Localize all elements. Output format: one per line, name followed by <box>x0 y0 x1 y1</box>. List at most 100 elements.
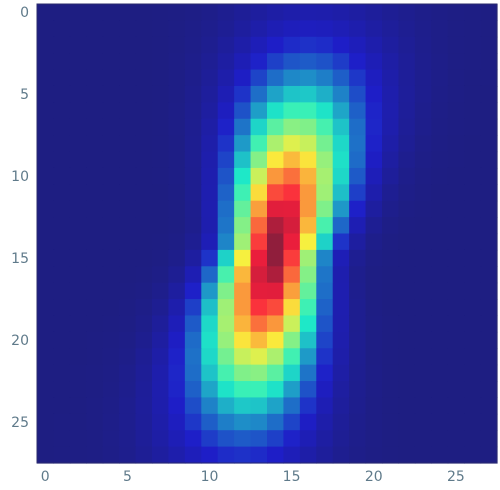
heatmap-cell <box>431 135 449 153</box>
heatmap-cell <box>201 299 219 317</box>
heatmap-cell <box>447 299 465 317</box>
heatmap-cell <box>234 381 252 399</box>
heatmap-cell <box>250 233 268 251</box>
heatmap-cell <box>283 249 301 267</box>
heatmap-cell <box>267 233 285 251</box>
heatmap-cell <box>480 430 498 448</box>
heatmap-cell <box>201 233 219 251</box>
heatmap-cell <box>480 36 498 54</box>
x-tick-label: 25 <box>447 469 465 485</box>
heatmap-cell <box>414 69 432 87</box>
heatmap-cell <box>184 217 202 235</box>
heatmap-cell <box>447 217 465 235</box>
heatmap-cell <box>414 4 432 21</box>
heatmap-cell <box>234 364 252 382</box>
heatmap-cell <box>382 282 400 300</box>
heatmap-cell <box>69 217 87 235</box>
heatmap-cell <box>168 446 186 464</box>
heatmap-cell <box>464 53 482 71</box>
heatmap-cell <box>217 315 235 333</box>
heatmap-cell <box>168 233 186 251</box>
heatmap-cell <box>464 184 482 202</box>
heatmap-cell <box>365 430 383 448</box>
heatmap-cell <box>414 299 432 317</box>
heatmap-cell <box>464 413 482 431</box>
heatmap-cell <box>217 53 235 71</box>
heatmap-cell <box>365 167 383 185</box>
heatmap-cell <box>184 36 202 54</box>
heatmap-cell <box>37 233 55 251</box>
heatmap-cell <box>152 217 170 235</box>
heatmap-cell <box>349 397 367 415</box>
heatmap-cell <box>217 118 235 136</box>
heatmap-cell <box>168 53 186 71</box>
heatmap-cell <box>102 20 120 38</box>
heatmap-cell <box>299 200 317 218</box>
heatmap-cell <box>184 85 202 103</box>
heatmap-cell <box>431 217 449 235</box>
heatmap-cell <box>234 200 252 218</box>
heatmap-cell <box>152 36 170 54</box>
plot-area <box>36 3 498 464</box>
heatmap-cell <box>102 249 120 267</box>
heatmap-cell <box>201 217 219 235</box>
heatmap-cell <box>464 381 482 399</box>
heatmap-cell <box>447 381 465 399</box>
heatmap-cell <box>168 430 186 448</box>
heatmap-cell <box>86 69 104 87</box>
heatmap-cell <box>250 381 268 399</box>
heatmap-cell <box>119 315 137 333</box>
x-tick-label: 20 <box>365 469 383 485</box>
heatmap-cell <box>464 20 482 38</box>
heatmap-cell <box>135 167 153 185</box>
heatmap-cell <box>168 85 186 103</box>
heatmap-cell <box>201 413 219 431</box>
heatmap-cell <box>86 315 104 333</box>
heatmap-cell <box>431 397 449 415</box>
heatmap-cell <box>168 151 186 169</box>
heatmap-cell <box>184 4 202 21</box>
heatmap-cell <box>69 85 87 103</box>
heatmap-cell <box>349 331 367 349</box>
heatmap-cell <box>316 446 334 464</box>
heatmap-cell <box>86 282 104 300</box>
heatmap-cell <box>69 430 87 448</box>
heatmap-cell <box>382 299 400 317</box>
heatmap-cell <box>464 69 482 87</box>
heatmap-cell <box>299 299 317 317</box>
heatmap-cell <box>201 4 219 21</box>
heatmap-cell <box>135 85 153 103</box>
heatmap-cell <box>250 36 268 54</box>
heatmap-cell <box>299 151 317 169</box>
heatmap-cell <box>316 167 334 185</box>
heatmap-cell <box>447 364 465 382</box>
heatmap-cell <box>168 364 186 382</box>
heatmap-cell <box>267 348 285 366</box>
heatmap-cell <box>217 430 235 448</box>
heatmap-cell <box>431 184 449 202</box>
heatmap-cell <box>184 381 202 399</box>
heatmap-cell <box>464 364 482 382</box>
heatmap-cell <box>184 102 202 120</box>
heatmap-cell <box>135 282 153 300</box>
heatmap-cell <box>53 381 71 399</box>
heatmap-cell <box>365 446 383 464</box>
heatmap-cell <box>332 413 350 431</box>
heatmap-cell <box>398 348 416 366</box>
heatmap-cell <box>299 397 317 415</box>
heatmap-cell <box>168 118 186 136</box>
heatmap-cell <box>152 69 170 87</box>
heatmap-cell <box>365 36 383 54</box>
heatmap-cell <box>86 118 104 136</box>
heatmap-cell <box>447 200 465 218</box>
plot-frame <box>36 3 498 464</box>
heatmap-cell <box>398 233 416 251</box>
heatmap-cell <box>349 266 367 284</box>
heatmap-cell <box>316 184 334 202</box>
heatmap-cell <box>53 430 71 448</box>
heatmap-cell <box>119 20 137 38</box>
heatmap-cell <box>37 69 55 87</box>
heatmap-cell <box>414 331 432 349</box>
heatmap-cell <box>102 413 120 431</box>
heatmap-cell <box>250 217 268 235</box>
